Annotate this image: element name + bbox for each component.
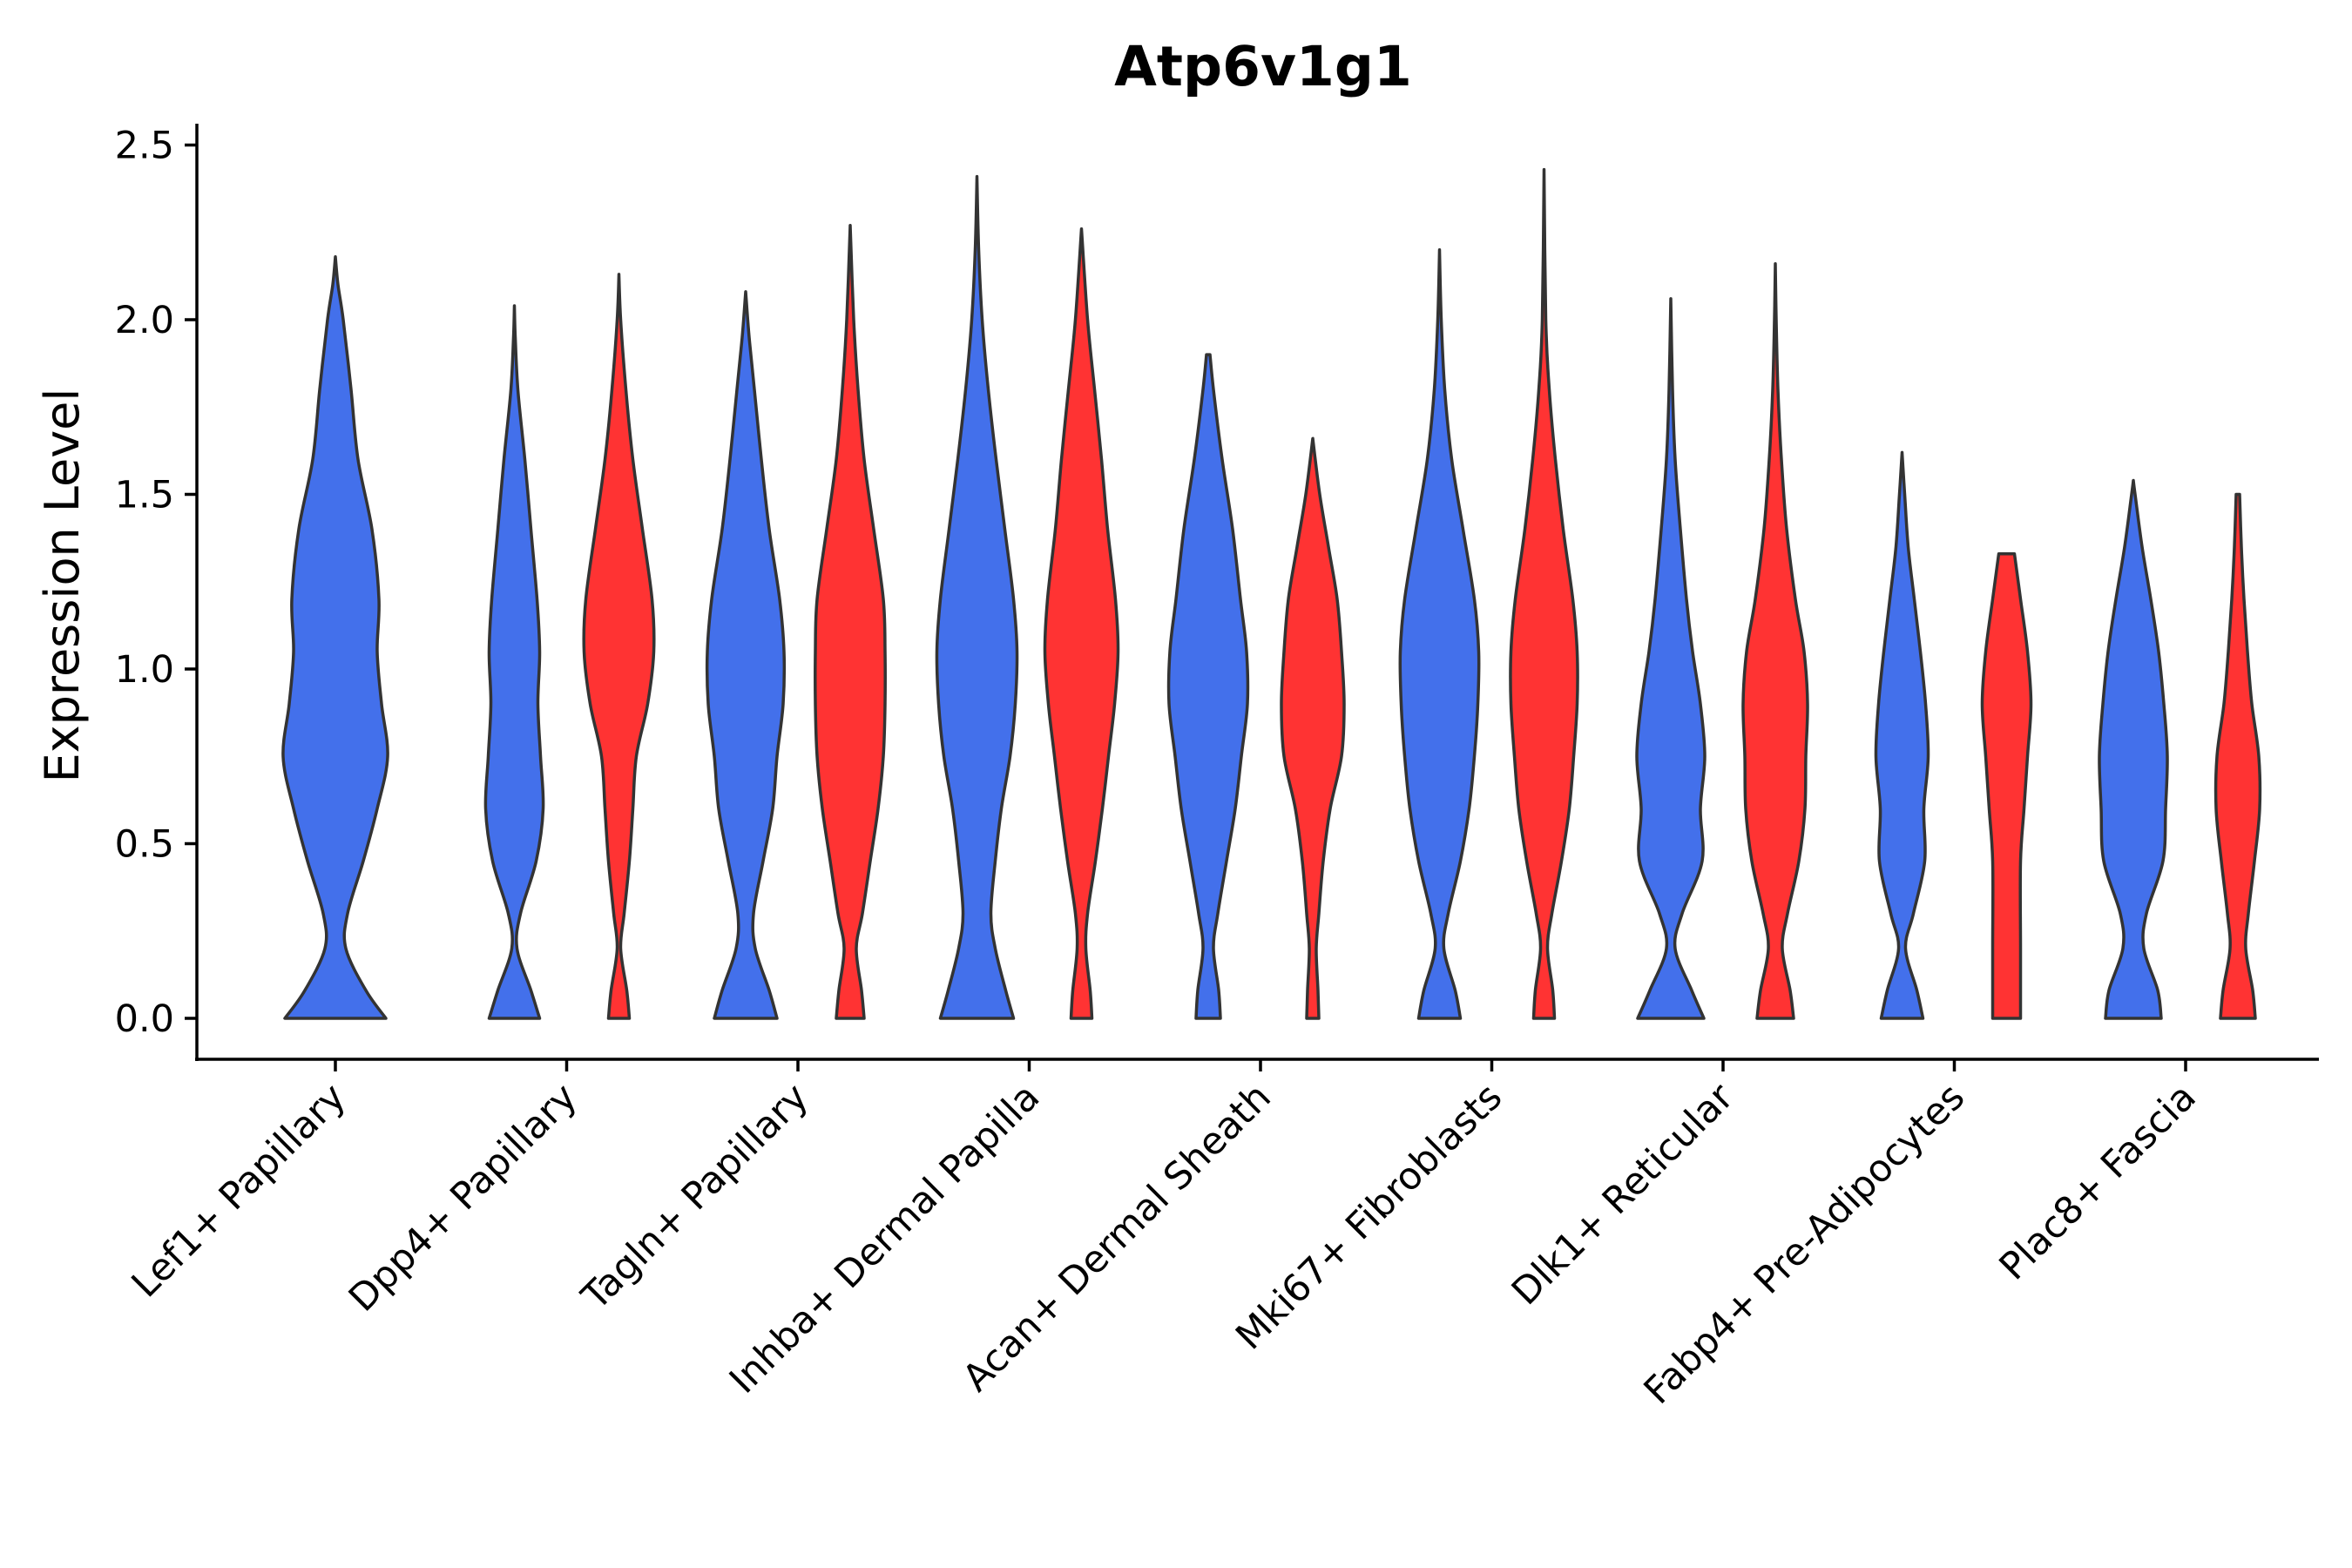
y-tick-label: 1.5 [115, 474, 174, 517]
y-tick-label: 2.0 [115, 299, 174, 342]
x-tick-label: Mki67+ Fibroblasts [1227, 1075, 1511, 1358]
x-tick-label: Plac8+ Fascia [1991, 1075, 2205, 1288]
x-tick-label: Dlk1+ Reticular [1504, 1075, 1742, 1314]
violin-blue-group-1 [483, 304, 545, 1020]
x-tick-label: Tagln+ Papillary [573, 1075, 817, 1319]
violin-blue-group-6 [1635, 297, 1707, 1020]
y-axis-label: Expression Level [35, 389, 90, 783]
violin-group [281, 167, 2262, 1020]
violin-red-group-2 [814, 223, 887, 1020]
y-tick-label: 0.0 [115, 997, 174, 1041]
chart-title: Atp6v1g1 [1114, 35, 1412, 98]
y-tick-label: 0.5 [115, 823, 174, 867]
violin-blue-group-7 [1874, 450, 1930, 1020]
y-axis-ticks: 0.0 0.5 1.0 1.5 2.0 2.5 [115, 125, 197, 1041]
violin-red-group-8 [2213, 492, 2262, 1020]
violin-blue-group-8 [2098, 478, 2169, 1020]
violin-red-group-6 [1741, 262, 1809, 1020]
violin-blue-group-2 [705, 290, 787, 1020]
violin-blue-group-3 [935, 174, 1019, 1020]
violin-blue-group-5 [1398, 248, 1481, 1020]
y-tick-label: 1.0 [115, 648, 174, 692]
x-tick-label: Dpp4+ Papillary [341, 1075, 585, 1320]
violin-red-group-7 [1980, 551, 2033, 1020]
violin-red-group-3 [1043, 226, 1120, 1020]
violin-blue-group-0 [281, 255, 389, 1020]
y-tick-label: 2.5 [115, 125, 174, 168]
violin-red-group-4 [1280, 436, 1346, 1020]
x-tick-label: Lef1+ Papillary [124, 1075, 355, 1306]
violin-blue-group-4 [1166, 353, 1250, 1020]
violin-red-group-1 [582, 273, 656, 1020]
violin-red-group-5 [1509, 167, 1579, 1020]
